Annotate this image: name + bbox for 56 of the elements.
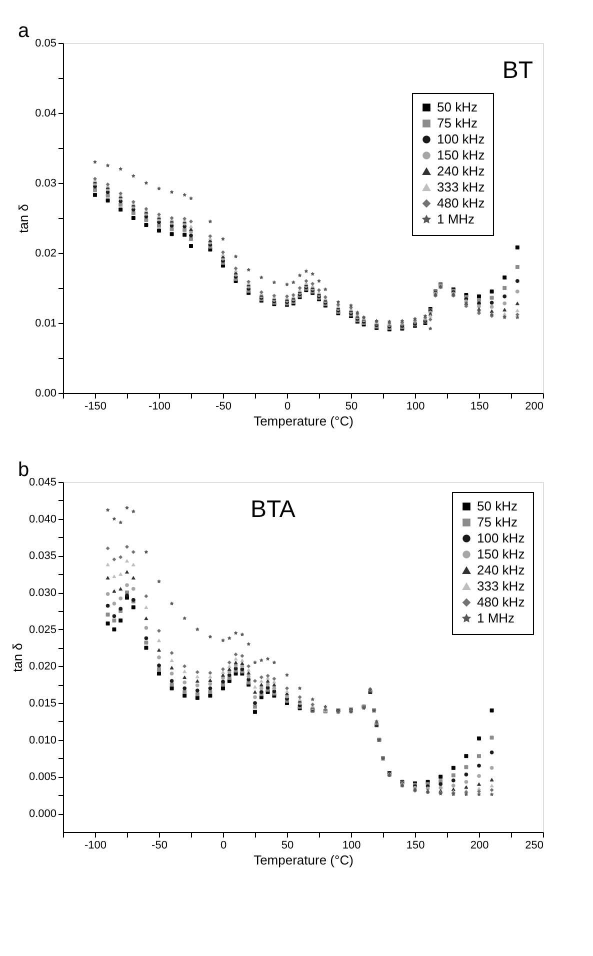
legend-label: 333 kHz xyxy=(437,180,485,194)
x-tick-label: 0 xyxy=(220,840,227,852)
text: b xyxy=(18,459,30,481)
legend-label: 75 kHz xyxy=(477,514,518,530)
y-tick-label: 0.025 xyxy=(28,624,56,636)
legend-label: 480 kHz xyxy=(477,594,525,610)
x-tick-label: 100 xyxy=(342,840,361,852)
x-tick-label: -100 xyxy=(84,840,107,852)
legend-label: 1 MHz xyxy=(437,212,475,226)
x-tick-label: 200 xyxy=(525,400,544,412)
y-tick-label: 0.00 xyxy=(35,388,56,400)
annotation: BTA xyxy=(250,496,296,523)
x-tick-label: 50 xyxy=(281,840,294,852)
x-tick-label: -50 xyxy=(152,840,168,852)
legend-label: 150 kHz xyxy=(477,546,525,562)
legend-label: 480 kHz xyxy=(437,196,485,210)
y-tick-label: 0.045 xyxy=(28,476,56,488)
y-tick-label: 0.020 xyxy=(28,660,56,673)
x-tick-label: 150 xyxy=(470,400,489,412)
y-tick-label: 0.05 xyxy=(35,38,56,50)
x-tick-label: 50 xyxy=(345,400,358,412)
y-axis-title: tan δ xyxy=(10,643,25,672)
y-tick-label: 0.01 xyxy=(35,318,56,330)
legend-label: 240 kHz xyxy=(477,562,525,578)
y-tick-label: 0.015 xyxy=(28,698,56,710)
x-tick-label: 150 xyxy=(406,840,425,852)
y-tick-label: 0.000 xyxy=(28,808,56,820)
y-tick-label: 0.02 xyxy=(35,248,56,260)
legend-label: 50 kHz xyxy=(437,100,478,114)
y-tick-label: 0.005 xyxy=(28,771,56,784)
text: a xyxy=(18,20,30,42)
legend-label: 75 kHz xyxy=(437,116,478,130)
legend-label: 333 kHz xyxy=(477,578,525,594)
y-tick-label: 0.04 xyxy=(35,108,56,120)
legend-label: 100 kHz xyxy=(437,132,485,146)
legend-label: 240 kHz xyxy=(437,164,485,178)
y-tick-label: 0.035 xyxy=(28,550,56,562)
x-tick-label: 200 xyxy=(470,840,489,852)
y-tick-label: 0.030 xyxy=(28,587,56,600)
x-tick-label: 100 xyxy=(406,400,425,412)
y-tick-label: 0.010 xyxy=(28,734,56,746)
y-axis-title: tan δ xyxy=(16,204,32,233)
legend-label: 1 MHz xyxy=(477,610,515,626)
legend-label: 100 kHz xyxy=(477,530,525,546)
x-axis-title: Temperature (°C) xyxy=(254,852,354,868)
x-tick-label: -50 xyxy=(216,400,232,412)
legend-label: 50 kHz xyxy=(477,498,518,514)
y-tick-label: 0.040 xyxy=(28,513,56,526)
x-tick-label: -100 xyxy=(148,400,171,412)
x-tick-label: 250 xyxy=(525,840,544,852)
legend-label: 150 kHz xyxy=(437,148,485,162)
y-tick-label: 0.03 xyxy=(35,178,56,190)
x-tick-label: 0 xyxy=(284,400,291,412)
x-tick-label: -150 xyxy=(84,400,107,412)
x-axis-title: Temperature (°C) xyxy=(254,414,354,428)
annotation: BT xyxy=(502,57,534,84)
